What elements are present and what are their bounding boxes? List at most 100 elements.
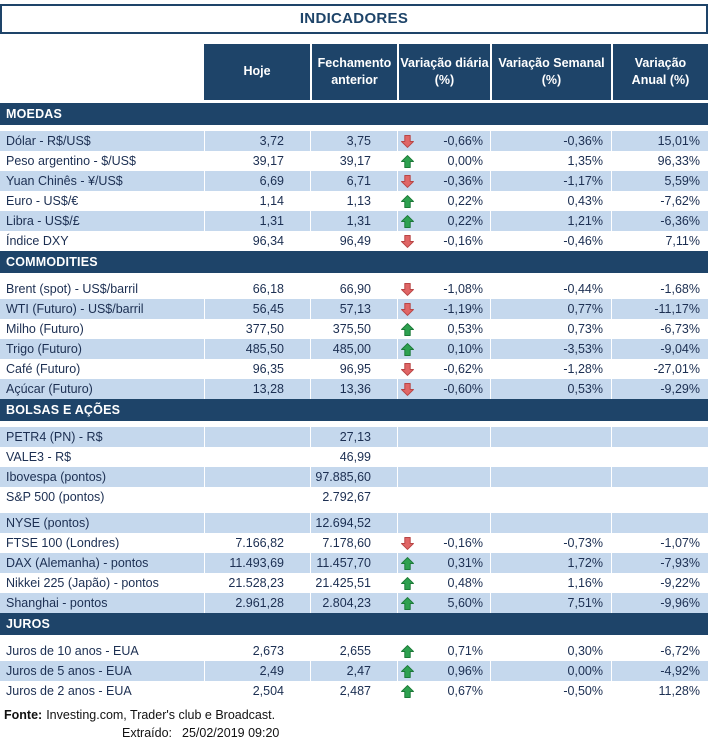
variacao-diaria-cell: 0,67%	[397, 681, 490, 701]
variacao-diaria-value: 0,31%	[447, 556, 483, 570]
column-header-variacao-anual: Variação Anual (%)	[611, 44, 708, 100]
variacao-diaria-cell: 5,60%	[397, 593, 490, 613]
variacao-semanal-value: 7,51%	[490, 593, 611, 613]
fechamento-anterior-value: 7.178,60	[310, 533, 397, 553]
variacao-semanal-value: -0,73%	[490, 533, 611, 553]
fechamento-anterior-value: 97.885,60	[310, 467, 397, 487]
fechamento-anterior-value: 66,90	[310, 279, 397, 299]
variacao-diaria-cell: -0,16%	[397, 533, 490, 553]
row-label: Índice DXY	[6, 234, 69, 248]
hoje-value	[204, 487, 310, 507]
variacao-diaria-value: -1,08%	[443, 282, 483, 296]
fechamento-anterior-value: 21.425,51	[310, 573, 397, 593]
variacao-anual-value: -27,01%	[611, 359, 708, 379]
variacao-anual-value: 96,33%	[611, 151, 708, 171]
up-arrow-icon	[401, 664, 416, 678]
hoje-value: 6,69	[204, 171, 310, 191]
section-header: BOLSAS E AÇÕES	[0, 399, 708, 421]
variacao-diaria-cell	[397, 467, 490, 487]
variacao-diaria-cell: 0,48%	[397, 573, 490, 593]
row-label: Café (Futuro)	[6, 362, 81, 376]
table-body: MOEDAS Dólar - R$/US$ 3,72 3,75 -0,66% -0,36%…	[0, 103, 708, 701]
table-row: Juros de 5 anos - EUA 2,49 2,47 0,96% 0,00% -…	[0, 661, 708, 681]
hoje-value: 11.493,69	[204, 553, 310, 573]
row-label: VALE3 - R$	[6, 450, 72, 464]
fechamento-anterior-value: 27,13	[310, 427, 397, 447]
fechamento-anterior-value: 2.792,67	[310, 487, 397, 507]
row-label: Shanghai - pontos	[6, 596, 108, 610]
fechamento-anterior-value: 1,13	[310, 191, 397, 211]
variacao-diaria-value: -0,66%	[443, 134, 483, 148]
table-row: PETR4 (PN) - R$ 27,13	[0, 427, 708, 447]
row-label: NYSE (pontos)	[6, 516, 90, 530]
variacao-semanal-value: 0,00%	[490, 661, 611, 681]
hoje-value: 2,504	[204, 681, 310, 701]
up-arrow-icon	[401, 556, 416, 570]
row-label: Yuan Chinês - ¥/US$	[6, 174, 123, 188]
fechamento-anterior-value: 2,47	[310, 661, 397, 681]
up-arrow-icon	[401, 576, 416, 590]
table-row: Brent (spot) - US$/barril 66,18 66,90 -1,08…	[0, 279, 708, 299]
hoje-value: 2,673	[204, 641, 310, 661]
column-header-fechamento-anterior: Fechamento anterior	[310, 44, 397, 100]
hoje-value: 377,50	[204, 319, 310, 339]
up-arrow-icon	[401, 342, 416, 356]
variacao-anual-value: -1,07%	[611, 533, 708, 553]
up-arrow-icon	[401, 154, 416, 168]
variacao-diaria-value: -0,36%	[443, 174, 483, 188]
down-arrow-icon	[401, 174, 416, 188]
variacao-semanal-value: -0,44%	[490, 279, 611, 299]
variacao-anual-value	[611, 467, 708, 487]
footer: Fonte: Investing.com, Trader's club e Bro…	[0, 706, 708, 742]
variacao-semanal-value	[490, 467, 611, 487]
fechamento-anterior-value: 2,655	[310, 641, 397, 661]
fechamento-anterior-value: 39,17	[310, 151, 397, 171]
hoje-value	[204, 467, 310, 487]
table-row: Dólar - R$/US$ 3,72 3,75 -0,66% -0,36% 15,01%	[0, 131, 708, 151]
up-arrow-icon	[401, 596, 416, 610]
variacao-anual-value: -9,29%	[611, 379, 708, 399]
down-arrow-icon	[401, 382, 416, 396]
row-label: PETR4 (PN) - R$	[6, 430, 103, 444]
variacao-diaria-cell	[397, 447, 490, 467]
down-arrow-icon	[401, 362, 416, 376]
up-arrow-icon	[401, 644, 416, 658]
extraction-label: Extraído:	[122, 726, 173, 740]
variacao-diaria-value: 0,00%	[447, 154, 483, 168]
hoje-value: 13,28	[204, 379, 310, 399]
table-row: S&P 500 (pontos) 2.792,67	[0, 487, 708, 507]
variacao-semanal-value: 1,72%	[490, 553, 611, 573]
variacao-anual-value	[611, 447, 708, 467]
hoje-value: 39,17	[204, 151, 310, 171]
fechamento-anterior-value: 485,00	[310, 339, 397, 359]
variacao-anual-value: -6,72%	[611, 641, 708, 661]
row-label: Dólar - R$/US$	[6, 134, 91, 148]
section-header: JUROS	[0, 613, 708, 635]
table-row: Shanghai - pontos 2.961,28 2.804,23 5,60% 7,…	[0, 593, 708, 613]
extraction-line: Extraído: 25/02/2019 09:20	[0, 724, 708, 742]
up-arrow-icon	[401, 684, 416, 698]
header-empty-cell	[0, 44, 204, 100]
table-row: Açúcar (Futuro) 13,28 13,36 -0,60% 0,53% -9,2…	[0, 379, 708, 399]
page-title: INDICADORES	[0, 4, 708, 34]
hoje-value: 1,31	[204, 211, 310, 231]
fechamento-anterior-value: 96,95	[310, 359, 397, 379]
hoje-value: 3,72	[204, 131, 310, 151]
row-label: Milho (Futuro)	[6, 322, 84, 336]
fechamento-anterior-value: 3,75	[310, 131, 397, 151]
variacao-anual-value: 11,28%	[611, 681, 708, 701]
table-row: Ibovespa (pontos) 97.885,60	[0, 467, 708, 487]
hoje-value: 56,45	[204, 299, 310, 319]
table-row: Nikkei 225 (Japão) - pontos 21.528,23 21.4…	[0, 573, 708, 593]
variacao-anual-value: -1,68%	[611, 279, 708, 299]
variacao-diaria-cell: 0,00%	[397, 151, 490, 171]
row-label: Peso argentino - $/US$	[6, 154, 136, 168]
row-label: Juros de 5 anos - EUA	[6, 664, 132, 678]
row-label: Brent (spot) - US$/barril	[6, 282, 138, 296]
variacao-diaria-value: 5,60%	[447, 596, 483, 610]
table-row: Trigo (Futuro) 485,50 485,00 0,10% -3,53% -9,…	[0, 339, 708, 359]
down-arrow-icon	[401, 302, 416, 316]
variacao-diaria-value: 0,53%	[447, 322, 483, 336]
variacao-diaria-cell: 0,10%	[397, 339, 490, 359]
variacao-diaria-cell: -1,08%	[397, 279, 490, 299]
